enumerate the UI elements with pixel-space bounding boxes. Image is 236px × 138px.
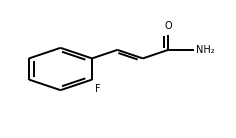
Text: O: O bbox=[164, 21, 172, 31]
Text: F: F bbox=[95, 84, 101, 94]
Text: NH₂: NH₂ bbox=[196, 45, 215, 55]
